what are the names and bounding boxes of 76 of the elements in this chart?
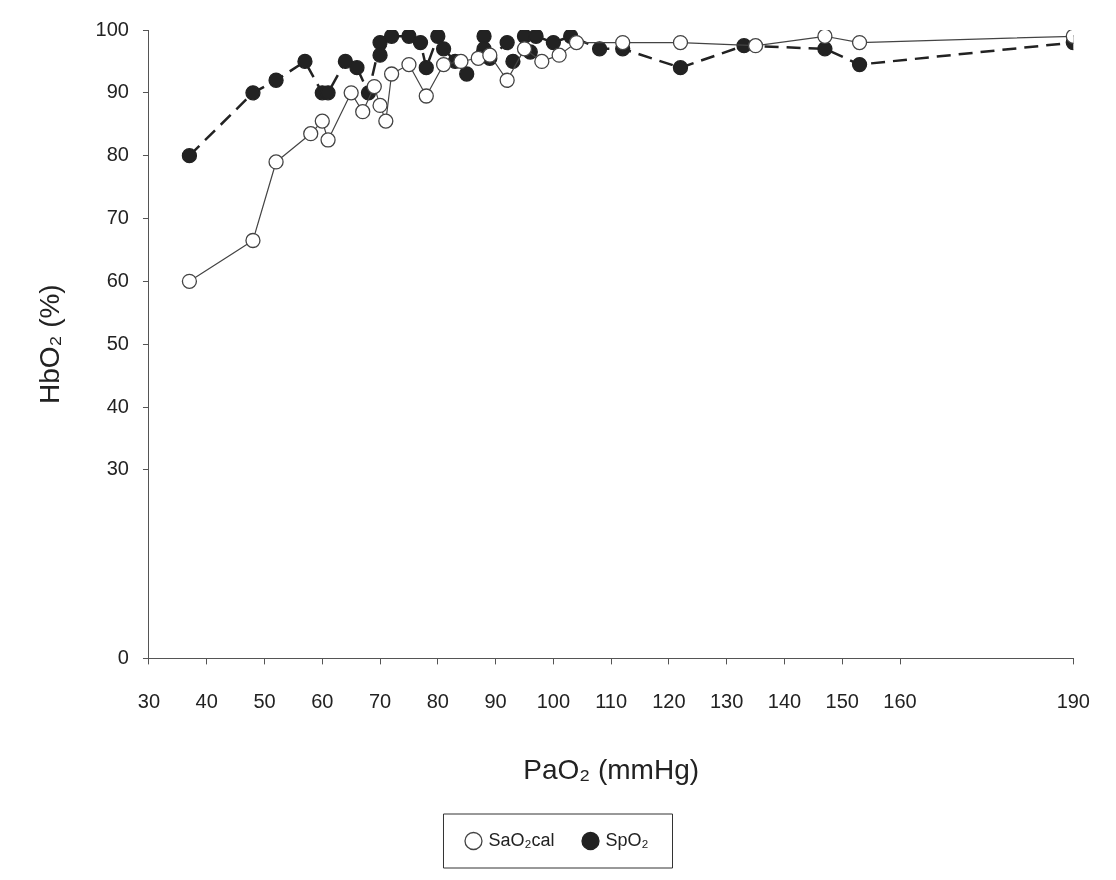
point [245,85,261,101]
point [181,273,198,290]
point [672,34,689,51]
point [418,88,434,104]
x-tick-label: 160 [883,689,917,712]
legend-label: SpO₂ [605,829,649,850]
x-tick-label: 50 [253,689,276,712]
x-tick-label: 90 [484,689,507,712]
y-axis-title: HbO₂ (%) [33,284,65,405]
point [505,53,521,70]
y-tick-label: 100 [95,17,129,40]
x-tick-label: 30 [137,689,161,712]
x-tick-label: 100 [536,689,571,712]
x-tick-label: 120 [652,689,686,712]
point [372,97,388,114]
legend-label: SaO₂cal [488,829,555,850]
point [401,30,417,44]
x-axis-title: PaO₂ (mmHg) [523,753,700,785]
point [181,148,198,164]
point [314,113,330,129]
point [435,56,452,73]
point [591,41,608,57]
y-tick-label: 60 [106,268,129,291]
point [383,66,400,82]
x-tick-label: 150 [825,689,859,712]
point [343,85,359,101]
point [337,53,354,70]
point [383,30,400,44]
point [320,132,336,148]
point [268,72,284,88]
point [268,154,284,170]
point [476,30,492,44]
x-tick-label: 110 [595,689,628,712]
point [672,60,689,76]
x-tick-label: 80 [426,689,449,712]
x-tick-label: 130 [710,689,744,712]
point [851,34,868,51]
point [551,47,567,63]
y-tick-label: 30 [106,457,129,480]
point [453,53,469,70]
point [534,53,550,70]
y-tick-label: 70 [106,206,129,229]
point [499,72,515,88]
point [747,38,764,54]
x-tick-label: 60 [311,689,334,712]
point [817,30,833,44]
point [401,56,417,73]
point [297,53,313,70]
y-tick-label: 0 [117,645,129,668]
point [851,56,868,73]
point [430,30,446,44]
point [568,34,585,51]
point [245,232,261,249]
point [528,30,544,44]
point [355,104,371,120]
point [516,41,533,57]
point [303,126,319,142]
x-tick-label: 40 [195,689,218,712]
point [545,34,562,51]
y-tick-label: 90 [106,80,129,103]
point [418,60,434,76]
point [349,60,365,76]
point [378,113,394,129]
point [459,66,475,82]
y-tick-label: 40 [106,394,129,417]
point [499,34,515,51]
y-tick-label: 80 [106,143,129,166]
point [372,47,388,63]
x-tick-label: 140 [767,689,802,712]
x-tick-label: 190 [1056,689,1090,712]
point [435,41,452,57]
point [615,34,631,51]
x-tick-label: 70 [368,689,392,712]
y-tick-label: 50 [106,331,129,354]
point [412,34,429,51]
point [366,78,382,95]
